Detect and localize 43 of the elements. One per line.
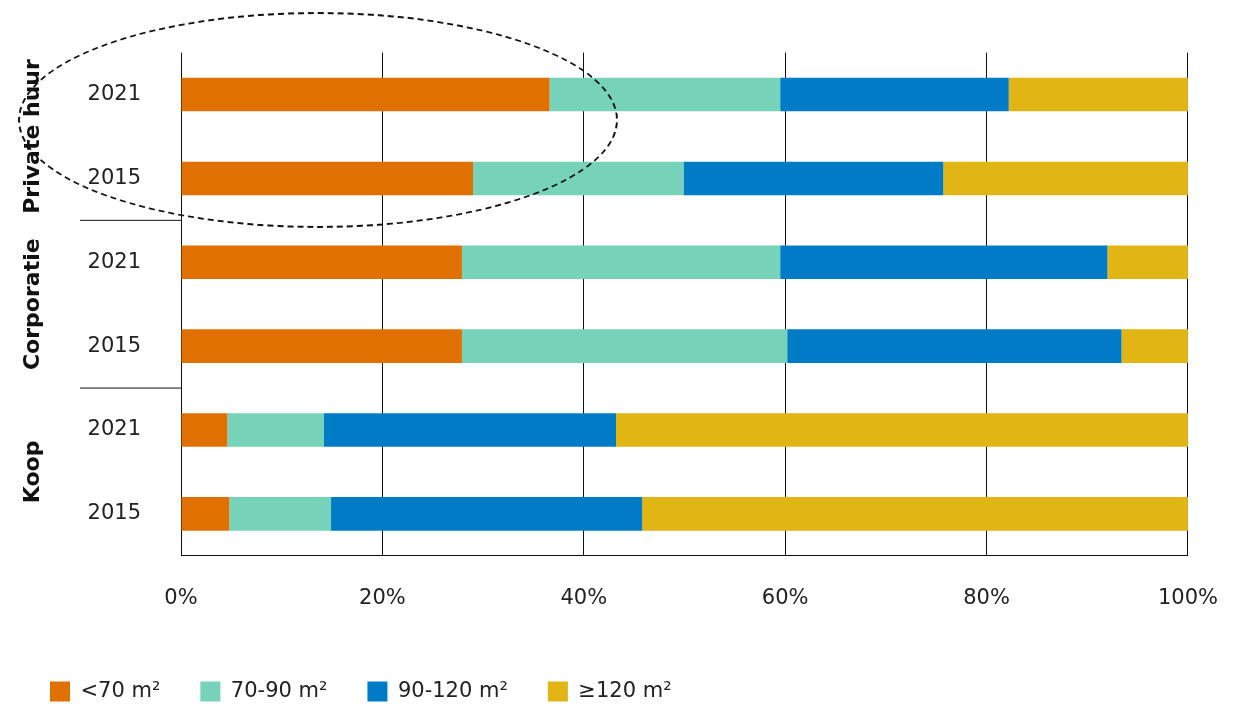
bar <box>461 329 788 363</box>
x-tick-label: 20% <box>359 584 406 609</box>
bar <box>229 497 332 531</box>
y-tick-label: 2015 <box>87 500 141 525</box>
bar <box>1008 77 1188 112</box>
bar <box>780 77 1009 112</box>
bar <box>331 497 643 531</box>
legend-label: 70-90 m² <box>230 677 328 702</box>
bar <box>181 161 474 196</box>
y-tick-label: 2021 <box>87 248 141 273</box>
bar <box>461 245 781 280</box>
x-tick-label: 100% <box>1157 584 1219 609</box>
text: Private huur <box>18 59 44 214</box>
bar <box>1107 245 1188 280</box>
bar <box>181 413 228 447</box>
y-tick-label: 2015 <box>87 332 141 357</box>
legend-label: <70 m² <box>80 677 161 702</box>
y-tick-label: 2021 <box>87 80 141 105</box>
bar <box>943 161 1188 196</box>
bar <box>683 161 944 196</box>
legend-label: ≥120 m² <box>578 677 672 702</box>
x-tick-label: 80% <box>963 584 1010 609</box>
bar <box>227 413 324 447</box>
text: Koop <box>18 440 44 504</box>
legend-label: 90-120 m² <box>397 677 508 702</box>
bar <box>473 161 684 196</box>
bar <box>181 77 550 112</box>
bar <box>323 413 617 447</box>
bar <box>780 245 1108 280</box>
x-tick-label: 60% <box>761 584 809 609</box>
bar <box>549 77 781 112</box>
bar <box>616 413 1188 447</box>
bar <box>642 497 1188 531</box>
bar <box>181 329 462 363</box>
x-tick-label: 0% <box>164 584 198 609</box>
y-tick-label: 2021 <box>87 416 141 441</box>
text: Corporatie <box>18 238 44 371</box>
bar <box>787 329 1122 363</box>
bar <box>1121 329 1188 363</box>
bar <box>181 245 462 280</box>
x-tick-label: 40% <box>560 584 608 609</box>
bar <box>181 497 230 531</box>
y-tick-label: 2015 <box>87 164 141 189</box>
